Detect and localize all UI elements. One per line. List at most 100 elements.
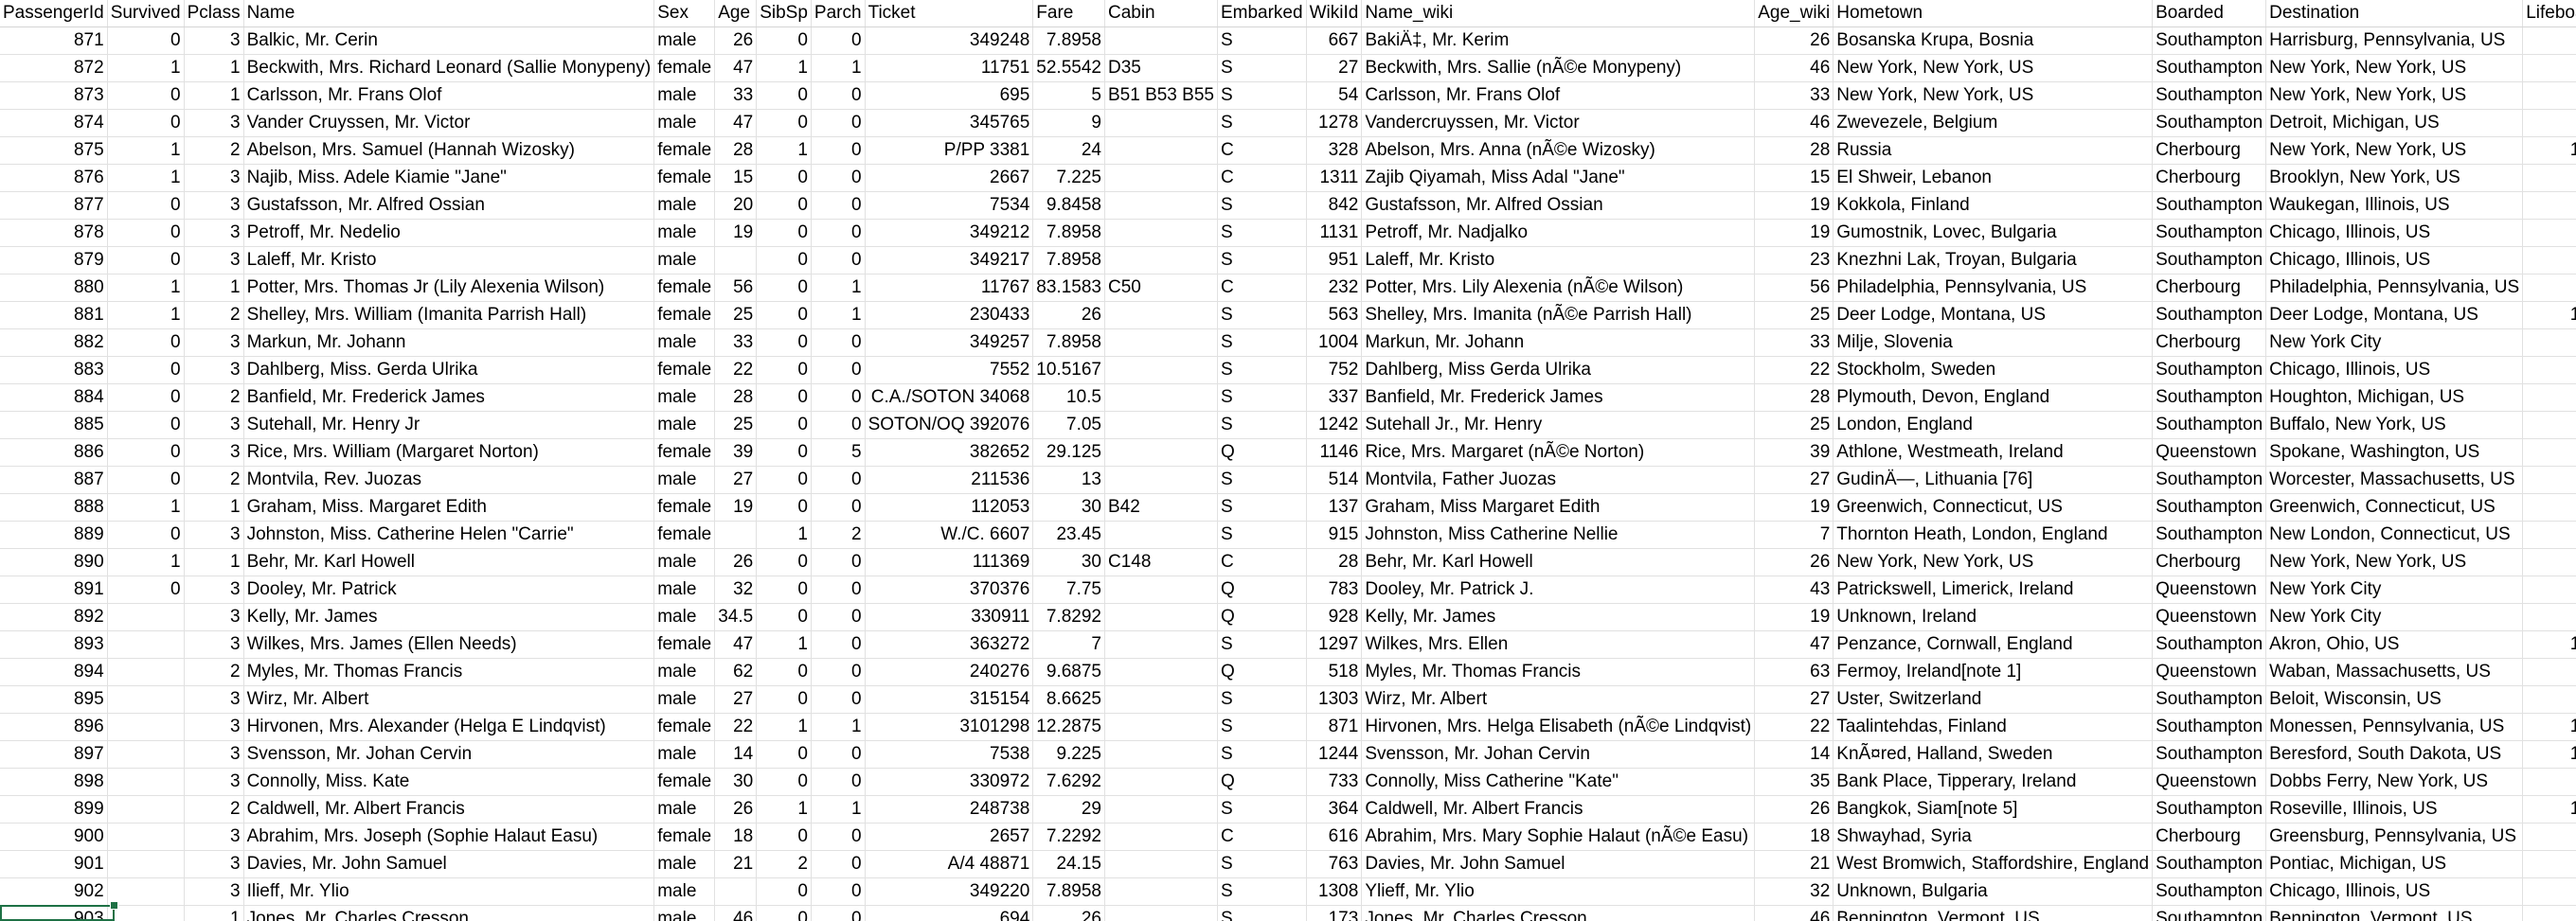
cell-wikiid[interactable]: 928	[1306, 603, 1363, 631]
cell-sibsp[interactable]: 1	[756, 136, 812, 165]
cell-destination[interactable]: Spokane, Washington, US	[2265, 438, 2524, 467]
cell-age_wiki[interactable]: 28	[1754, 136, 1834, 165]
cell-wikiid[interactable]: 1303	[1306, 685, 1363, 714]
cell-passengerid[interactable]: 879	[0, 246, 108, 275]
cell-wikiid[interactable]: 842	[1306, 191, 1363, 220]
cell-name_wiki[interactable]: Zajib Qiyamah, Miss Adal "Jane"	[1361, 164, 1756, 192]
cell-wikiid[interactable]: 1308	[1306, 877, 1363, 906]
cell-sex[interactable]: female	[653, 823, 716, 851]
cell-embarked[interactable]: Q	[1217, 576, 1307, 604]
cell-parch[interactable]: 0	[811, 685, 866, 714]
cell-hometown[interactable]: Bangkok, Siam[note 5]	[1833, 795, 2154, 824]
cell-sibsp[interactable]: 0	[756, 603, 812, 631]
cell-fare[interactable]: 7.225	[1032, 164, 1105, 192]
cell-survived[interactable]: 0	[107, 521, 185, 549]
cell-lifeboat[interactable]	[2522, 411, 2576, 439]
cell-sibsp[interactable]: 0	[756, 356, 812, 384]
cell-parch[interactable]: 1	[811, 713, 866, 741]
cell-cabin[interactable]	[1104, 521, 1218, 549]
cell-survived[interactable]	[107, 713, 185, 741]
cell-hometown[interactable]: Bennington, Vermont, US	[1833, 905, 2154, 921]
cell-lifeboat[interactable]: 5	[2522, 54, 2576, 82]
cell-fare[interactable]: 29.125	[1032, 438, 1105, 467]
cell-sibsp[interactable]: 0	[756, 658, 812, 686]
cell-name[interactable]: Hirvonen, Mrs. Alexander (Helga E Lindqv…	[243, 713, 655, 741]
cell-pclass[interactable]: 1	[184, 274, 244, 302]
cell-pclass[interactable]: 3	[184, 521, 244, 549]
cell-destination[interactable]: New York City	[2265, 328, 2524, 357]
cell-sex[interactable]: male	[653, 27, 716, 55]
cell-hometown[interactable]: New York, New York, US	[1833, 81, 2154, 110]
cell-lifeboat[interactable]: 16	[2522, 630, 2576, 659]
cell-ticket[interactable]: P/PP 3381	[865, 136, 1034, 165]
cell-sex[interactable]: male	[653, 658, 716, 686]
cell-wikiid[interactable]: 752	[1306, 356, 1363, 384]
cell-age[interactable]: 20	[714, 191, 758, 220]
cell-ticket[interactable]: 370376	[865, 576, 1034, 604]
cell-age[interactable]: 19	[714, 493, 758, 522]
cell-embarked[interactable]: Q	[1217, 768, 1307, 796]
cell-boarded[interactable]: Southampton	[2152, 795, 2267, 824]
cell-cabin[interactable]	[1104, 823, 1218, 851]
cell-age[interactable]: 22	[714, 713, 758, 741]
cell-lifeboat[interactable]	[2522, 383, 2576, 412]
cell-name_wiki[interactable]: Dahlberg, Miss Gerda Ulrika	[1361, 356, 1756, 384]
cell-name_wiki[interactable]: Potter, Mrs. Lily Alexenia (nÃ©e Wilson)	[1361, 274, 1756, 302]
cell-fare[interactable]: 13	[1032, 466, 1105, 494]
cell-wikiid[interactable]: 763	[1306, 850, 1363, 878]
cell-lifeboat[interactable]	[2522, 521, 2576, 549]
column-header-ticket[interactable]: Ticket	[865, 0, 1034, 27]
cell-ticket[interactable]: W./C. 6607	[865, 521, 1034, 549]
cell-age_wiki[interactable]: 19	[1754, 493, 1834, 522]
cell-boarded[interactable]: Cherbourg	[2152, 164, 2267, 192]
cell-parch[interactable]: 0	[811, 109, 866, 137]
cell-age[interactable]: 26	[714, 795, 758, 824]
cell-pclass[interactable]: 2	[184, 383, 244, 412]
cell-destination[interactable]: Chicago, Illinois, US	[2265, 246, 2524, 275]
cell-parch[interactable]: 0	[811, 603, 866, 631]
cell-boarded[interactable]: Queenstown	[2152, 438, 2267, 467]
cell-lifeboat[interactable]: 15	[2522, 713, 2576, 741]
cell-name_wiki[interactable]: Dooley, Mr. Patrick J.	[1361, 576, 1756, 604]
cell-survived[interactable]: 1	[107, 548, 185, 576]
cell-survived[interactable]: 1	[107, 164, 185, 192]
cell-boarded[interactable]: Southampton	[2152, 109, 2267, 137]
cell-passengerid[interactable]: 896	[0, 713, 108, 741]
cell-wikiid[interactable]: 28	[1306, 548, 1363, 576]
cell-sex[interactable]: female	[653, 274, 716, 302]
cell-destination[interactable]: Detroit, Michigan, US	[2265, 109, 2524, 137]
cell-name[interactable]: Wirz, Mr. Albert	[243, 685, 655, 714]
cell-parch[interactable]: 0	[811, 658, 866, 686]
cell-ticket[interactable]: 349212	[865, 219, 1034, 247]
column-header-name[interactable]: Name	[243, 0, 655, 27]
cell-lifeboat[interactable]	[2522, 576, 2576, 604]
cell-boarded[interactable]: Cherbourg	[2152, 548, 2267, 576]
cell-age[interactable]: 33	[714, 328, 758, 357]
cell-age[interactable]: 47	[714, 630, 758, 659]
cell-fare[interactable]: 10.5	[1032, 383, 1105, 412]
cell-survived[interactable]: 1	[107, 274, 185, 302]
cell-destination[interactable]: Worcester, Massachusetts, US	[2265, 466, 2524, 494]
cell-lifeboat[interactable]: 13	[2522, 795, 2576, 824]
cell-wikiid[interactable]: 915	[1306, 521, 1363, 549]
cell-lifeboat[interactable]	[2522, 905, 2576, 921]
cell-survived[interactable]: 0	[107, 246, 185, 275]
cell-destination[interactable]: Brooklyn, New York, US	[2265, 164, 2524, 192]
column-header-embarked[interactable]: Embarked	[1217, 0, 1307, 27]
cell-fare[interactable]: 7.75	[1032, 576, 1105, 604]
cell-age_wiki[interactable]: 19	[1754, 219, 1834, 247]
cell-lifeboat[interactable]	[2522, 658, 2576, 686]
cell-age[interactable]: 62	[714, 658, 758, 686]
cell-passengerid[interactable]: 884	[0, 383, 108, 412]
cell-parch[interactable]: 0	[811, 383, 866, 412]
cell-destination[interactable]: Monessen, Pennsylvania, US	[2265, 713, 2524, 741]
cell-ticket[interactable]: 7552	[865, 356, 1034, 384]
cell-wikiid[interactable]: 871	[1306, 713, 1363, 741]
column-header-hometown[interactable]: Hometown	[1833, 0, 2154, 27]
cell-cabin[interactable]	[1104, 877, 1218, 906]
cell-cabin[interactable]	[1104, 603, 1218, 631]
cell-cabin[interactable]	[1104, 328, 1218, 357]
cell-age[interactable]: 30	[714, 768, 758, 796]
cell-sibsp[interactable]: 1	[756, 795, 812, 824]
